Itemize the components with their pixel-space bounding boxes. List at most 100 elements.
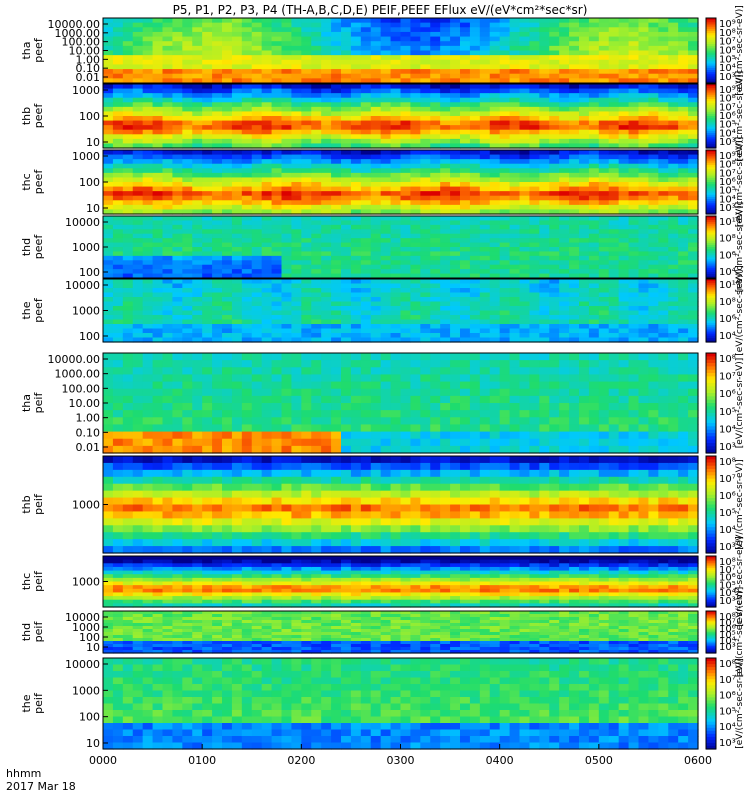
colorbar-segment <box>706 339 716 343</box>
spectrogram-cell <box>241 163 253 169</box>
colorbar-segment <box>706 184 716 187</box>
spectrogram-cell <box>608 229 620 235</box>
spectrogram-cell <box>321 150 332 156</box>
spectrogram-cell <box>271 55 283 61</box>
spectrogram-cell <box>648 264 659 270</box>
spectrogram-cell <box>241 251 253 257</box>
spectrogram-cell <box>688 134 699 140</box>
spectrogram-cell <box>509 328 521 334</box>
colorbar-segment <box>706 113 716 117</box>
spectrogram-cell <box>162 333 174 339</box>
spectrogram-cell <box>688 292 699 298</box>
spectrogram-cell <box>440 120 451 126</box>
spectrogram-cell <box>668 106 679 113</box>
spectrogram-cell <box>301 168 312 174</box>
colorbar-segment <box>706 133 716 136</box>
spectrogram-cell <box>261 97 273 103</box>
colorbar-tick-label: 10⁶ <box>719 46 736 57</box>
spectrogram-cell <box>400 97 412 103</box>
spectrogram-cell <box>539 69 550 75</box>
spectrogram-cell <box>469 283 481 289</box>
spectrogram-cell <box>162 134 174 140</box>
spectrogram-cell <box>182 353 193 361</box>
spectrogram-cell <box>281 374 293 383</box>
spectrogram-cell <box>241 242 253 248</box>
spectrogram-cell <box>648 200 659 206</box>
spectrogram-cell <box>678 229 689 235</box>
spectrogram-cell <box>628 324 640 330</box>
spectrogram-cell <box>489 186 501 192</box>
spectrogram-cell <box>529 306 540 312</box>
spectrogram-cell <box>509 116 521 122</box>
spectrogram-cell <box>499 78 511 84</box>
spectrogram-cell <box>370 125 382 131</box>
spectrogram-cell <box>420 333 431 339</box>
spectrogram-cell <box>281 292 293 298</box>
spectrogram-cell <box>539 106 550 113</box>
spectrogram-cell <box>162 242 174 248</box>
spectrogram-cell <box>390 417 402 426</box>
spectrogram-cell <box>341 328 352 334</box>
spectrogram-cell <box>132 269 144 275</box>
spectrogram-cell <box>400 251 412 257</box>
spectrogram-cell <box>380 31 392 38</box>
spectrogram-cell <box>311 45 322 52</box>
spectrogram-cell <box>271 78 283 84</box>
spectrogram-cell <box>489 247 501 253</box>
spectrogram-cell <box>390 69 402 75</box>
spectrogram-cell <box>450 93 461 99</box>
colorbar-segment <box>706 156 716 160</box>
spectrogram-cell <box>112 163 124 169</box>
spectrogram-cell <box>142 297 154 303</box>
spectrogram-cell <box>410 55 421 61</box>
spectrogram-cell <box>202 93 213 99</box>
spectrogram-cell <box>370 242 382 248</box>
spectrogram-cell <box>430 403 441 411</box>
spectrogram-cell <box>390 125 402 131</box>
spectrogram-cell <box>638 168 650 174</box>
spectrogram-cell <box>549 22 560 28</box>
spectrogram-cell <box>202 154 213 160</box>
spectrogram-cell <box>460 319 471 325</box>
spectrogram-cell <box>390 41 402 47</box>
spectrogram-cell <box>152 172 164 179</box>
spectrogram-cell <box>341 306 352 312</box>
panel-ylabel: thapeef <box>20 37 45 63</box>
panel-ylabel-line1: the <box>20 301 33 319</box>
spectrogram-cell <box>430 438 441 447</box>
colorbar-segment <box>706 135 716 138</box>
spectrogram-cell <box>341 403 352 411</box>
spectrogram-cell <box>172 403 183 411</box>
colorbar-segment <box>706 209 716 213</box>
spectrogram-cell <box>658 22 669 28</box>
spectrogram-cell <box>559 306 570 312</box>
spectrogram-cell <box>182 224 193 230</box>
spectrogram-cell <box>222 78 233 84</box>
spectrogram-cell <box>678 310 689 316</box>
spectrogram-cell <box>360 186 372 192</box>
spectrogram-cell <box>400 120 412 126</box>
spectrogram-cell <box>638 233 650 239</box>
spectrogram-cell <box>430 255 441 261</box>
spectrogram-cell <box>172 324 183 330</box>
spectrogram-cell <box>331 417 342 426</box>
spectrogram-cell <box>172 186 183 192</box>
spectrogram-cell <box>489 125 501 131</box>
spectrogram-cell <box>182 102 193 108</box>
spectrogram-cell <box>152 129 164 135</box>
spectrogram-cell <box>450 395 461 404</box>
spectrogram-cell <box>350 195 362 201</box>
spectrogram-cell <box>321 438 332 447</box>
spectrogram-cell <box>331 288 342 294</box>
spectrogram-cell <box>688 200 699 206</box>
spectrogram-cell <box>341 59 352 66</box>
spectrogram-cell <box>450 69 461 75</box>
spectrogram-cell <box>420 424 431 433</box>
spectrogram-cell <box>142 292 154 298</box>
spectrogram-cell <box>380 297 392 303</box>
spectrogram-cell <box>370 395 382 404</box>
spectrogram-cell <box>648 191 659 197</box>
spectrogram-cell <box>489 78 501 84</box>
spectrogram-cell <box>152 233 164 239</box>
spectrogram-cell <box>489 154 501 160</box>
